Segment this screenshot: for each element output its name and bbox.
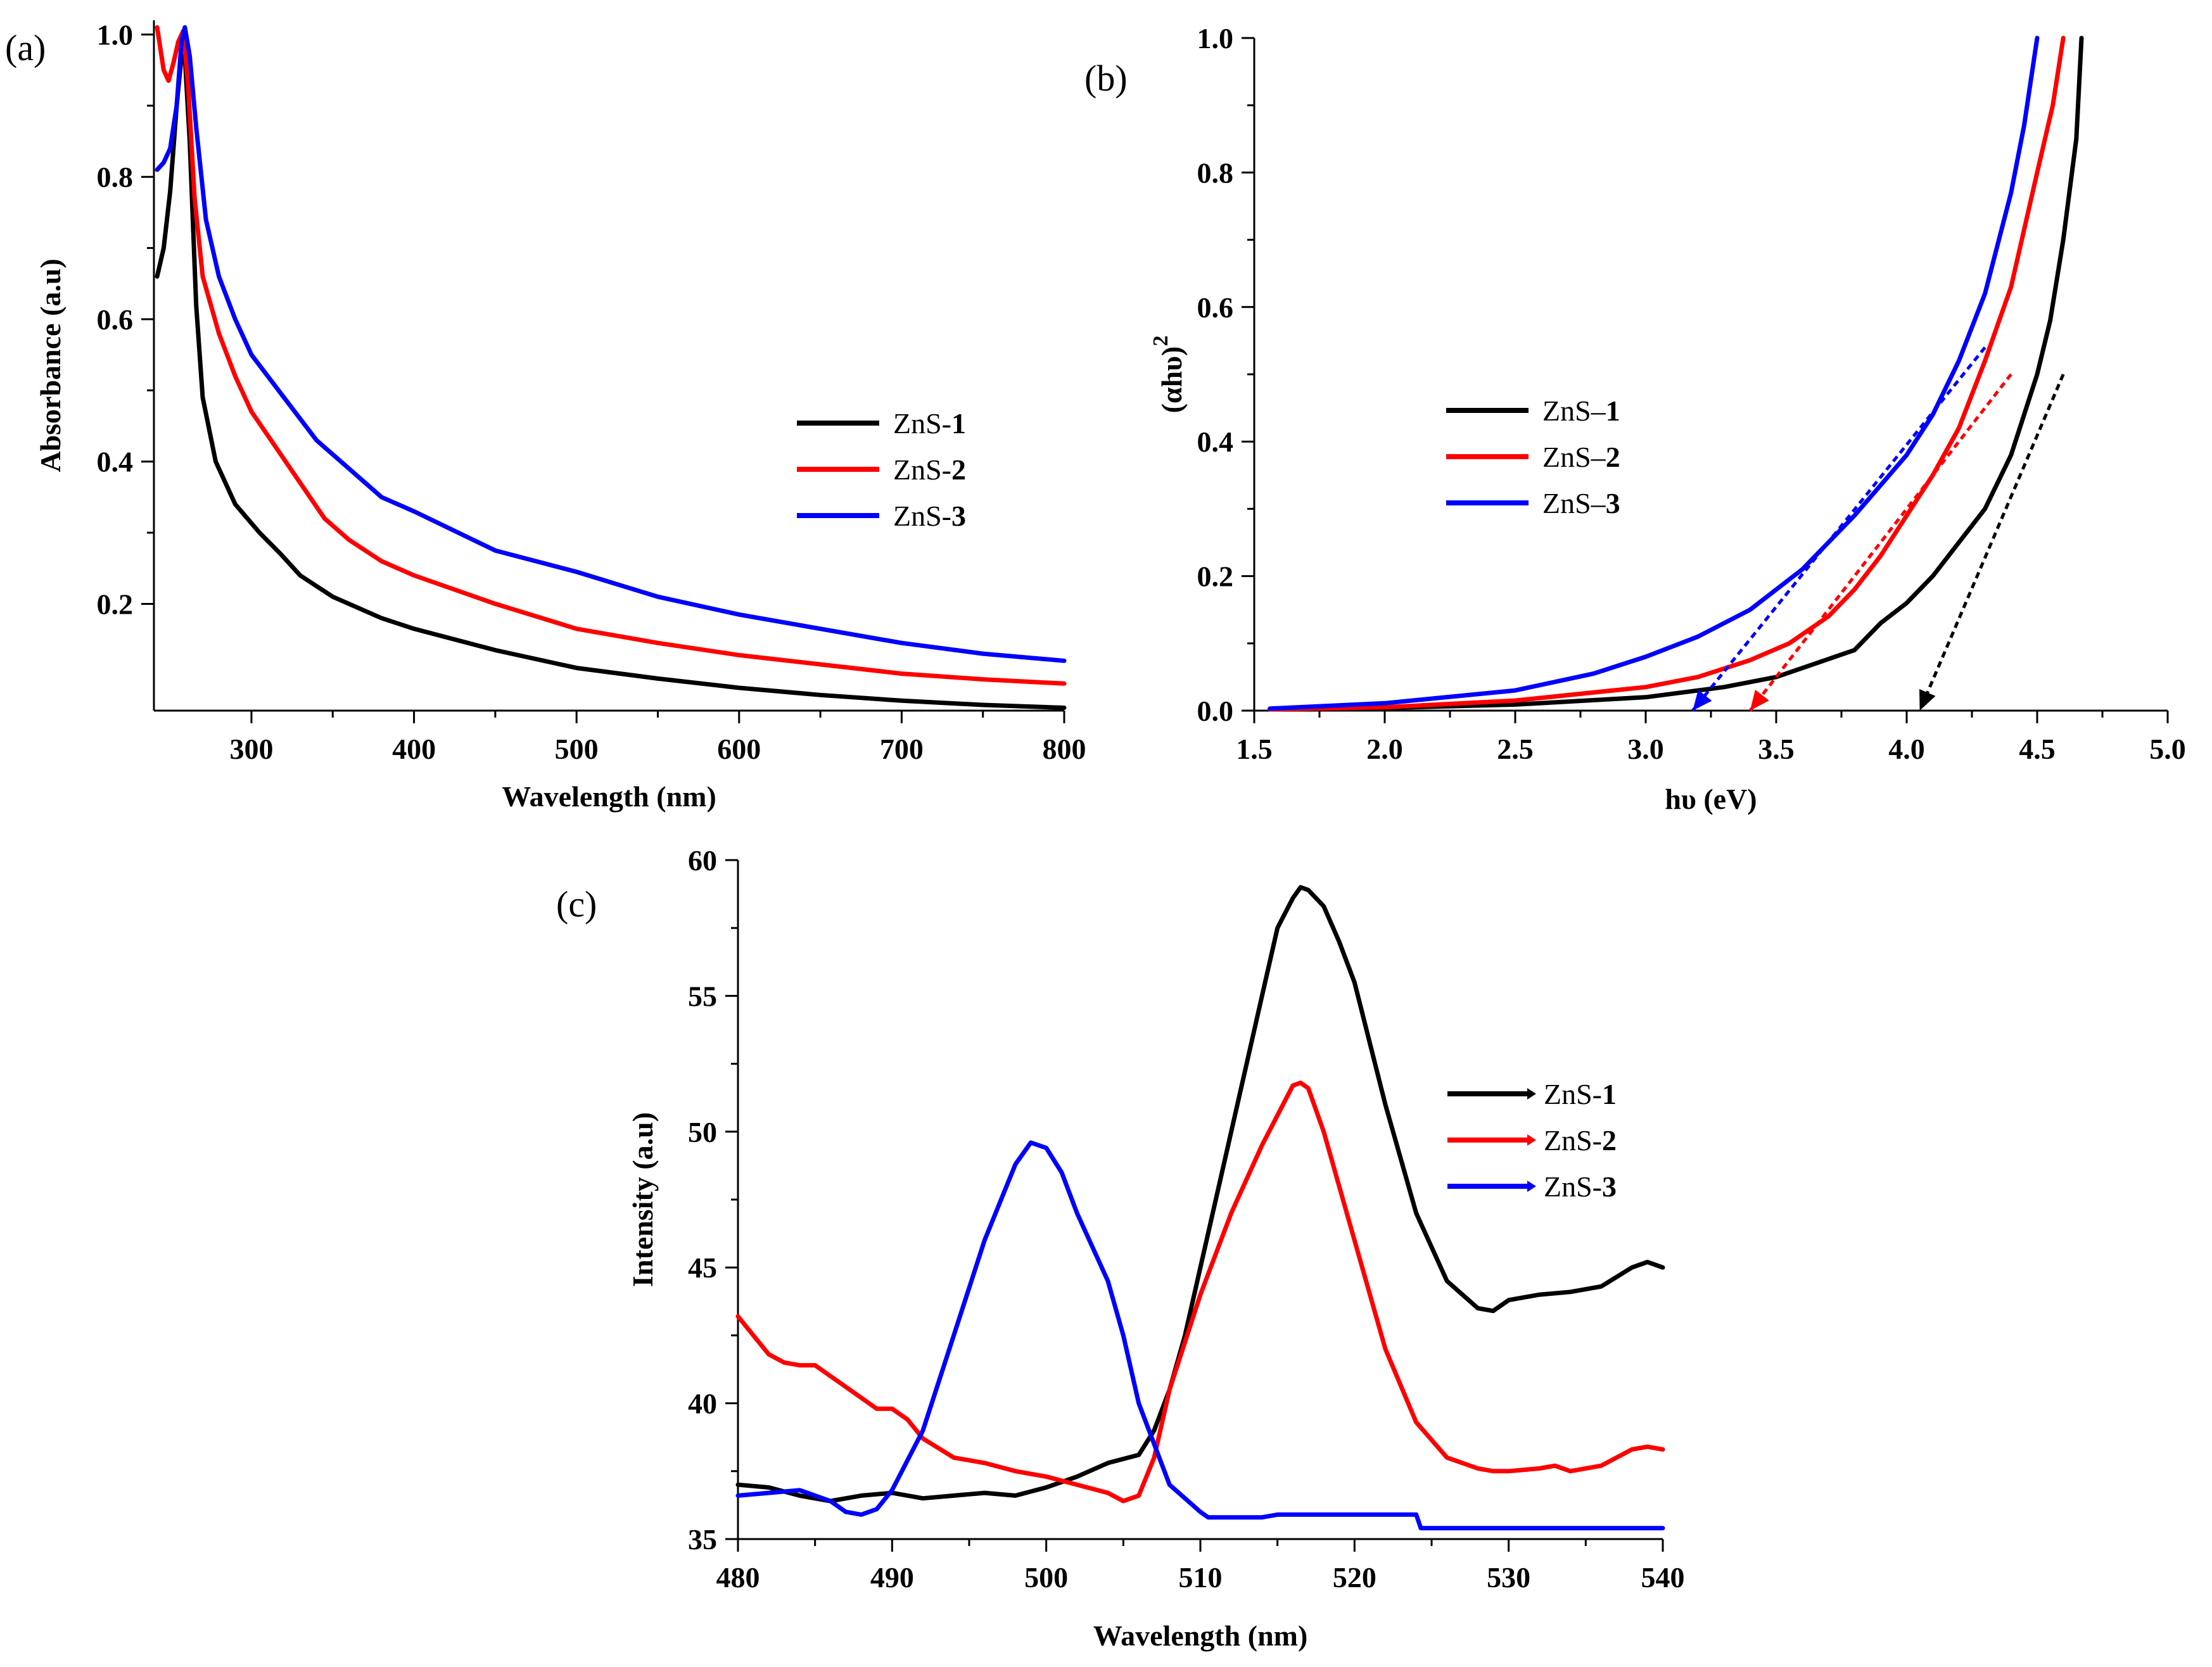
legend-label-prefix: ZnS- <box>1544 1124 1602 1157</box>
y-tick-label: 50 <box>688 1116 717 1148</box>
legend-label-number: 2 <box>1606 441 1620 473</box>
y-tick-label: 1.0 <box>97 18 134 51</box>
y-axis-label: (αhυ)2 <box>1149 336 1188 414</box>
x-tick-label: 480 <box>716 1561 760 1594</box>
x-tick-label: 800 <box>1043 733 1086 765</box>
series-line-zns-2 <box>735 1081 1665 1504</box>
legend-label-prefix: ZnS- <box>893 453 951 486</box>
x-tick-label: 3.5 <box>1758 733 1795 765</box>
panel-a-absorbance: 300 400 500 600 700 800 0.2 0.4 0.6 0.8 1.0 Wavelen… <box>34 18 1086 813</box>
y-tick-label: 55 <box>688 980 717 1012</box>
x-axis-label: hυ (eV) <box>1665 783 1757 815</box>
y-tick-label: 0.8 <box>97 161 134 193</box>
legend-label-zns-1: ZnS-1 <box>893 407 966 440</box>
x-tick-label: 4.5 <box>2019 733 2056 765</box>
panel-c-label: (c) <box>556 884 597 925</box>
tangent-arrowhead-zns-1 <box>1919 689 1936 711</box>
x-tick-label: 500 <box>1024 1561 1068 1594</box>
legend-label-zns-3: ZnS–3 <box>1542 487 1620 519</box>
y-tick-label: 0.0 <box>1197 695 1234 727</box>
tangent-line-zns-1 <box>1918 374 2065 711</box>
tangent-line-zns-3 <box>1691 346 1986 712</box>
x-tick-label: 3.0 <box>1627 733 1664 765</box>
panel-c-photoluminescence: 480 490 500 510 520 530 540 35 40 45 50 55 60 Wavelen… <box>626 844 1685 1652</box>
series-line-zns-1 <box>735 885 1665 1504</box>
legend-label-zns-3: ZnS-3 <box>893 500 966 532</box>
legend-label-zns-2: ZnS-2 <box>1544 1124 1617 1157</box>
y-axis-label: Intensity (a.u) <box>626 1112 659 1287</box>
x-tick-label: 400 <box>392 733 436 765</box>
x-tick-label: 520 <box>1333 1561 1376 1594</box>
x-tick-label: 490 <box>870 1561 914 1594</box>
y-tick-label: 0.6 <box>1197 291 1234 324</box>
tangent-arrowhead-zns-3 <box>1693 690 1712 711</box>
legend-marker-zns-1 <box>1527 1088 1536 1100</box>
y-tick-label: 1.0 <box>1197 22 1234 54</box>
legend-label-zns-1: ZnS-1 <box>1544 1078 1617 1110</box>
y-tick-label: 0.4 <box>1197 426 1234 458</box>
legend-label-prefix: ZnS- <box>1544 1170 1602 1203</box>
legend-label-number: 2 <box>1602 1124 1617 1157</box>
y-tick-label: 0.2 <box>1197 561 1234 593</box>
y-tick-label: 60 <box>688 844 717 877</box>
series-line-zns-2 <box>155 25 1067 686</box>
legend-label-number: 3 <box>1602 1170 1617 1203</box>
legend-label-zns-2: ZnS–2 <box>1542 441 1620 473</box>
x-tick-label: 300 <box>229 733 273 765</box>
x-tick-label: 540 <box>1641 1561 1685 1594</box>
legend-label-number: 3 <box>951 500 966 532</box>
legend-label-zns-2: ZnS-2 <box>893 453 966 486</box>
legend-label-prefix: ZnS– <box>1542 395 1606 427</box>
y-tick-label: 0.6 <box>97 303 134 336</box>
x-tick-label: 510 <box>1179 1561 1223 1594</box>
series-line-zns-1 <box>1268 35 2084 712</box>
panel-b-tauc-plot: 1.5 2.0 2.5 3.0 3.5 4.0 4.5 5.0 0.0 0.2 0.4 0.6 0.8 1… <box>1149 22 2186 815</box>
x-tick-label: 4.0 <box>1888 733 1925 765</box>
series-line-zns-3 <box>155 25 1067 663</box>
legend-label-zns-1: ZnS–1 <box>1542 395 1620 427</box>
tangent-arrowhead-zns-2 <box>1750 690 1769 711</box>
legend-label-number: 1 <box>1602 1078 1617 1110</box>
series-line-zns-2 <box>1268 35 2066 712</box>
legend-label-prefix: ZnS– <box>1542 441 1606 473</box>
x-tick-label: 600 <box>717 733 761 765</box>
x-tick-label: 2.5 <box>1497 733 1534 765</box>
legend-label-number: 1 <box>1606 395 1620 427</box>
y-tick-label: 35 <box>688 1523 717 1556</box>
x-tick-label: 5.0 <box>2149 733 2186 765</box>
x-axis-label: Wavelength (nm) <box>1093 1619 1308 1652</box>
legend-label-number: 3 <box>1606 487 1620 519</box>
y-axis-label-superscript: 2 <box>1149 336 1173 346</box>
legend-label-number: 2 <box>951 453 966 486</box>
legend-label-prefix: ZnS- <box>893 500 951 532</box>
legend-label-prefix: ZnS– <box>1542 487 1606 519</box>
legend-label-number: 1 <box>951 407 966 440</box>
x-tick-label: 700 <box>880 733 924 765</box>
x-axis-label: Wavelength (nm) <box>502 780 716 813</box>
x-tick-label: 500 <box>555 733 599 765</box>
y-tick-label: 0.2 <box>97 588 134 620</box>
legend-marker-zns-3 <box>1527 1181 1536 1192</box>
y-axis-label: Absorbance (a.u) <box>34 258 67 472</box>
legend-label-zns-3: ZnS-3 <box>1544 1170 1617 1203</box>
x-tick-label: 530 <box>1487 1561 1530 1594</box>
y-tick-label: 45 <box>688 1252 717 1284</box>
y-tick-label: 40 <box>688 1388 717 1420</box>
series-line-zns-3 <box>735 1140 1665 1531</box>
legend-marker-zns-2 <box>1527 1134 1536 1146</box>
panel-b-label: (b) <box>1084 58 1128 99</box>
legend-label-prefix: ZnS- <box>1544 1078 1602 1110</box>
panel-a-label: (a) <box>5 27 46 68</box>
y-tick-label: 0.8 <box>1197 156 1234 189</box>
x-tick-label: 2.0 <box>1366 733 1403 765</box>
y-tick-label: 0.4 <box>97 446 134 478</box>
legend-label-prefix: ZnS- <box>893 407 951 440</box>
x-tick-label: 1.5 <box>1236 733 1273 765</box>
